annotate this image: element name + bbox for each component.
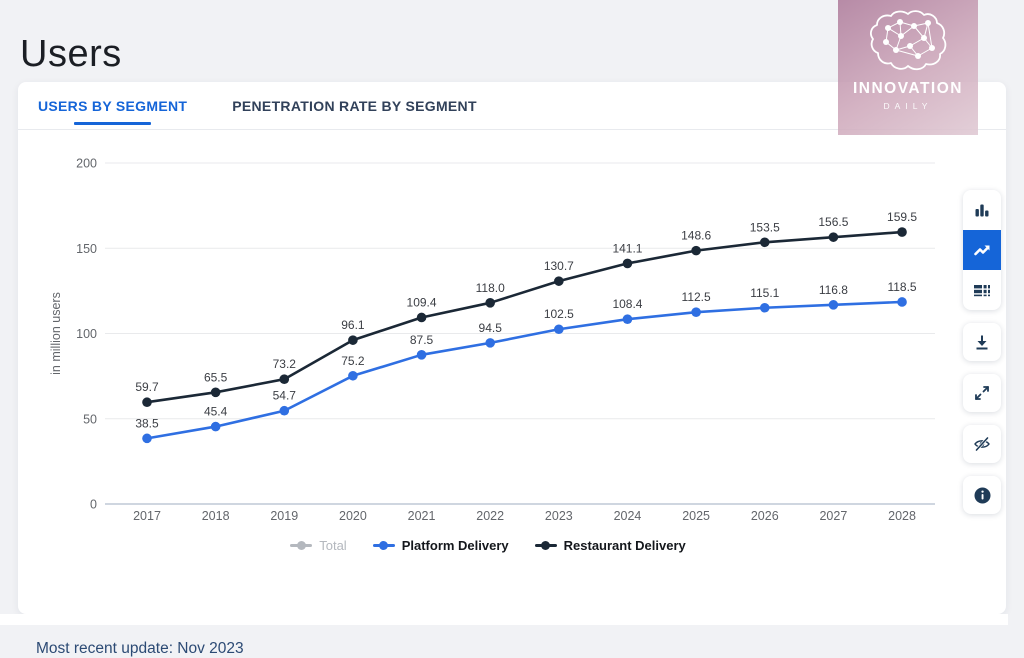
chart-region: 200 150 100 50 0 in million users 2017 2018 2019… <box>18 130 1006 657</box>
svg-text:2022: 2022 <box>476 509 504 523</box>
svg-text:54.7: 54.7 <box>273 389 297 403</box>
svg-text:59.7: 59.7 <box>135 380 159 394</box>
svg-text:73.2: 73.2 <box>273 357 297 371</box>
brand-name: INNOVATION <box>852 80 963 97</box>
svg-text:159.5: 159.5 <box>887 210 917 224</box>
innovation-daily-logo: INNOVATION DAILY <box>838 0 978 135</box>
chart-type-switcher <box>963 190 1001 310</box>
legend-series-marker-icon <box>372 541 395 550</box>
svg-text:2025: 2025 <box>682 509 710 523</box>
chart-legend: Total Platform Delivery Restaurant Deliver… <box>18 538 958 553</box>
svg-text:100: 100 <box>76 327 97 341</box>
svg-text:153.5: 153.5 <box>750 220 780 234</box>
svg-text:115.1: 115.1 <box>750 286 779 300</box>
legend-series-label: Restaurant Delivery <box>563 538 686 553</box>
svg-text:102.5: 102.5 <box>544 307 574 321</box>
legend-item[interactable]: Restaurant Delivery <box>534 538 686 553</box>
svg-text:118.0: 118.0 <box>476 281 505 295</box>
svg-text:65.5: 65.5 <box>204 370 228 384</box>
svg-text:2019: 2019 <box>270 509 298 523</box>
svg-text:45.4: 45.4 <box>204 405 228 419</box>
svg-text:141.1: 141.1 <box>612 241 642 255</box>
svg-text:148.6: 148.6 <box>681 229 711 243</box>
svg-text:109.4: 109.4 <box>407 295 437 309</box>
chart-toolbar <box>963 190 1001 514</box>
svg-text:38.5: 38.5 <box>135 416 159 430</box>
hide-eye-off-icon[interactable] <box>963 425 1001 463</box>
tab-users-by-segment[interactable]: USERS BY SEGMENT <box>38 82 187 129</box>
last-update-note: Most recent update: Nov 2023 <box>36 640 244 657</box>
brain-network-icon <box>870 10 947 71</box>
svg-text:108.4: 108.4 <box>612 297 642 311</box>
svg-text:200: 200 <box>76 157 97 171</box>
svg-text:2028: 2028 <box>888 509 916 523</box>
page-title: Users <box>20 33 122 76</box>
svg-text:87.5: 87.5 <box>410 333 434 347</box>
legend-series-marker-icon <box>534 541 557 550</box>
tab-bar: USERS BY SEGMENT PENETRATION RATE BY SEG… <box>18 82 1006 130</box>
svg-text:156.5: 156.5 <box>818 215 848 229</box>
svg-text:2020: 2020 <box>339 509 367 523</box>
svg-text:in million users: in million users <box>49 292 63 375</box>
svg-text:94.5: 94.5 <box>479 321 503 335</box>
svg-text:150: 150 <box>76 242 97 256</box>
svg-text:2024: 2024 <box>614 509 642 523</box>
tab-penetration-rate-by-segment[interactable]: PENETRATION RATE BY SEGMENT <box>232 97 477 114</box>
svg-text:2026: 2026 <box>751 509 779 523</box>
download-icon[interactable] <box>963 323 1001 361</box>
svg-text:96.1: 96.1 <box>341 318 365 332</box>
legend-series-label: Total <box>319 538 347 553</box>
svg-text:2021: 2021 <box>408 509 436 523</box>
legend-series-label: Platform Delivery <box>401 538 509 553</box>
svg-text:50: 50 <box>83 412 97 426</box>
table-icon[interactable] <box>963 270 1001 310</box>
legend-series-marker-icon <box>290 541 313 550</box>
svg-text:2023: 2023 <box>545 509 573 523</box>
svg-text:0: 0 <box>90 498 97 512</box>
svg-text:116.8: 116.8 <box>819 283 848 297</box>
legend-item[interactable]: Platform Delivery <box>372 538 509 553</box>
line-chart-canvas[interactable]: 200 150 100 50 0 in million users 2017 2018 2019… <box>18 130 1006 570</box>
chart-card: USERS BY SEGMENT PENETRATION RATE BY SEG… <box>18 82 1006 657</box>
line-chart-icon[interactable] <box>963 230 1001 270</box>
svg-text:2018: 2018 <box>202 509 230 523</box>
svg-text:2027: 2027 <box>819 509 847 523</box>
svg-text:130.7: 130.7 <box>544 259 574 273</box>
footer-band <box>0 614 1008 625</box>
svg-text:2017: 2017 <box>133 509 161 523</box>
svg-text:118.5: 118.5 <box>887 280 916 294</box>
legend-item[interactable]: Total <box>290 538 347 553</box>
bar-chart-icon[interactable] <box>963 190 1001 230</box>
info-icon[interactable] <box>963 476 1001 514</box>
svg-text:75.2: 75.2 <box>341 354 365 368</box>
fullscreen-icon[interactable] <box>963 374 1001 412</box>
brand-subtitle: DAILY <box>883 101 933 111</box>
svg-text:112.5: 112.5 <box>682 290 711 304</box>
